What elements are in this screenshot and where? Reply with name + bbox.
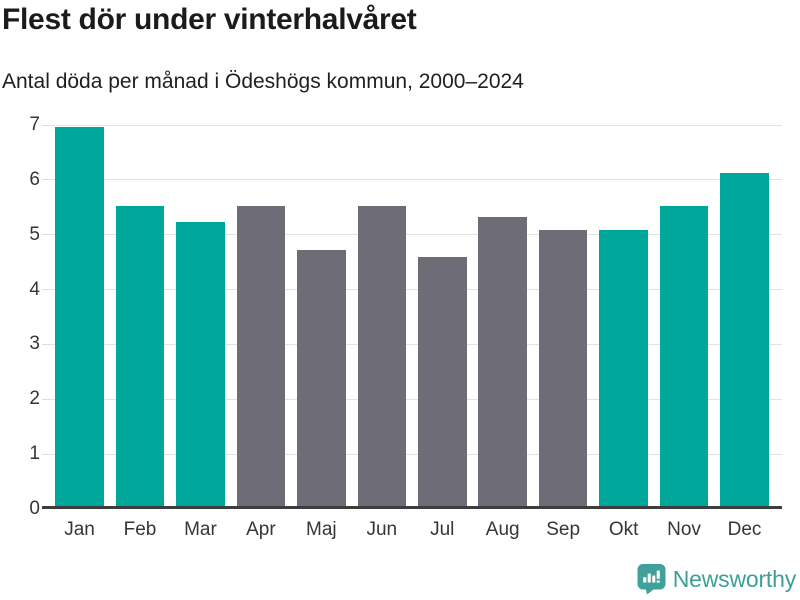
x-axis: Jan Feb Mar Apr Maj Jun Jul Aug Sep Okt Nov Dec [48, 515, 782, 549]
bar-jul [418, 256, 467, 509]
chart-subtitle: Antal döda per månad i Ödeshögs kommun, … [2, 70, 524, 93]
x-axis-label-dec: Dec [727, 519, 762, 540]
x-axis-label-jul: Jul [430, 519, 455, 540]
gridline-y-7 [48, 124, 782, 126]
y-axis: 0 1 2 3 4 5 6 7 [0, 114, 40, 519]
y-axis-label-2: 2 [29, 388, 40, 410]
chart-title: Flest dör under vinterhalvåret [2, 3, 417, 36]
bar-jun [357, 206, 407, 509]
bar-sep [538, 230, 588, 509]
x-axis-label-sep: Sep [546, 519, 581, 540]
y-tick-mark-4 [42, 289, 49, 291]
gridline-y-6 [48, 179, 782, 181]
bar-maj [297, 250, 346, 509]
gridline-y-1 [48, 453, 782, 455]
newsworthy-logo-icon [637, 563, 666, 595]
y-axis-label-4: 4 [29, 278, 40, 300]
x-axis-label-nov: Nov [667, 519, 701, 540]
x-axis-label-okt: Okt [608, 519, 639, 540]
bar-mar [176, 221, 225, 509]
bar-jan [55, 126, 104, 509]
x-axis-label-apr: Apr [246, 519, 276, 540]
y-axis-label-0: 0 [29, 498, 40, 519]
gridline-y-5 [48, 234, 782, 236]
y-tick-mark-3 [42, 343, 49, 345]
bar-feb [115, 206, 165, 509]
bar-okt [599, 230, 648, 509]
y-axis-label-5: 5 [29, 223, 40, 245]
newsworthy-brand-link[interactable]: Newsworthy [637, 563, 796, 595]
y-tick-mark-6 [42, 179, 49, 181]
x-axis-label-jun: Jun [366, 519, 398, 540]
bar-nov [659, 206, 709, 509]
x-axis-label-aug: Aug [485, 519, 520, 540]
y-tick-mark-5 [42, 234, 49, 236]
brand-name: Newsworthy [672, 565, 796, 592]
y-axis-label-7: 7 [29, 114, 40, 135]
x-axis-line [42, 506, 782, 509]
y-tick-mark-2 [42, 398, 49, 400]
x-axis-label-mar: Mar [184, 519, 217, 540]
x-axis-label-feb: Feb [123, 519, 157, 540]
y-axis-label-3: 3 [29, 333, 40, 355]
bar-aug [478, 217, 527, 509]
y-tick-mark-7 [42, 124, 49, 126]
x-axis-label-jan: Jan [64, 519, 95, 540]
bar-dec [720, 172, 769, 509]
x-axis-label-maj: Maj [306, 519, 337, 540]
gridline-y-4 [48, 289, 782, 291]
gridline-y-2 [48, 398, 782, 400]
y-axis-label-1: 1 [29, 443, 40, 465]
y-tick-mark-1 [42, 453, 49, 455]
y-axis-label-6: 6 [29, 168, 40, 190]
bar-apr [236, 206, 286, 509]
gridline-y-3 [48, 343, 782, 345]
bar-chart-plot-area [42, 124, 782, 509]
